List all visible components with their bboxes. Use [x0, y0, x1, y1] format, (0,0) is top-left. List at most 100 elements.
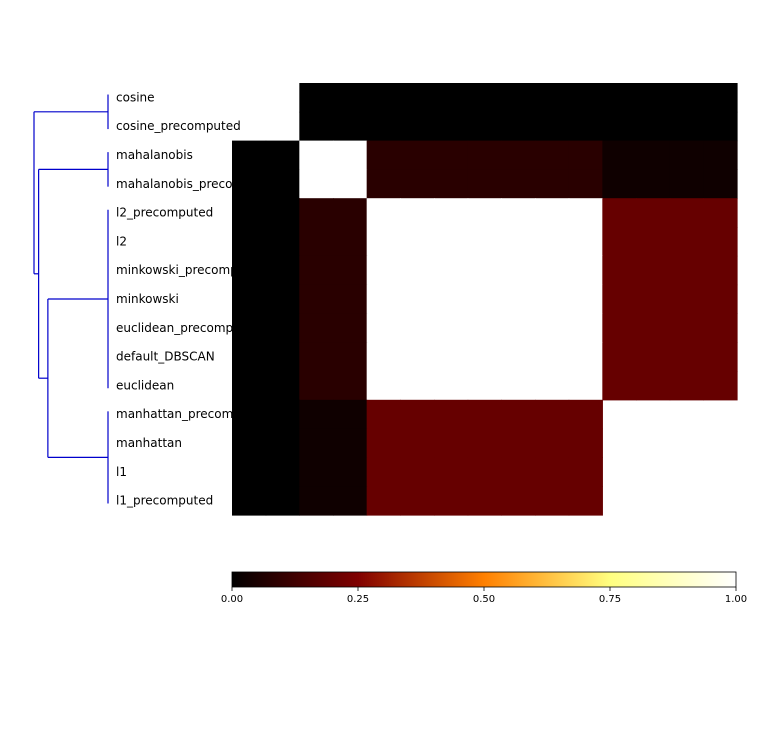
- heatmap-cell: [669, 140, 704, 170]
- heatmap-cell: [400, 399, 435, 430]
- heatmap-cell: [602, 284, 637, 314]
- heatmap-cell: [467, 428, 502, 458]
- heatmap-cell: [602, 342, 637, 372]
- heatmap-cell: [232, 486, 267, 516]
- heatmap-cell: [669, 111, 704, 142]
- heatmap-cell: [602, 111, 637, 142]
- heatmap-cell: [366, 428, 401, 458]
- heatmap-cell: [333, 371, 368, 401]
- heatmap-cell: [299, 313, 334, 343]
- row-label: l1: [116, 465, 127, 479]
- heatmap-cell: [333, 111, 368, 142]
- heatmap-cell: [232, 457, 267, 487]
- heatmap-cell: [366, 111, 401, 142]
- heatmap-cell: [232, 255, 267, 286]
- heatmap-cell: [535, 313, 570, 343]
- heatmap-cell: [232, 313, 267, 343]
- heatmap-cell: [636, 284, 671, 314]
- heatmap-cell: [501, 111, 536, 142]
- heatmap-cell: [299, 342, 334, 372]
- heatmap-cell: [669, 342, 704, 372]
- heatmap-cell: [232, 399, 267, 430]
- heatmap-cell: [400, 313, 435, 343]
- heatmap-cell: [568, 457, 603, 487]
- heatmap-cell: [568, 399, 603, 430]
- heatmap-cell: [602, 255, 637, 286]
- heatmap-cell: [299, 284, 334, 314]
- heatmap-cell: [265, 342, 300, 372]
- heatmap-cell: [467, 399, 502, 430]
- heatmap-cell: [703, 140, 738, 170]
- row-label: euclidean: [116, 378, 174, 392]
- colorbar: 0.00 0.25 0.50 0.75 1.00: [221, 571, 747, 605]
- heatmap-cell: [434, 83, 469, 113]
- heatmap-cell: [568, 428, 603, 458]
- heatmap-cell: [568, 313, 603, 343]
- heatmap-cell: [467, 111, 502, 142]
- row-label: mahalanobis: [116, 148, 193, 162]
- heatmap-cell: [501, 457, 536, 487]
- heatmap-cell: [636, 140, 671, 170]
- heatmap-cell: [400, 486, 435, 516]
- heatmap: [232, 83, 738, 516]
- heatmap-cell: [636, 227, 671, 257]
- heatmap-cell: [299, 140, 334, 170]
- heatmap-cell: [434, 399, 469, 430]
- heatmap-cell: [501, 169, 536, 199]
- heatmap-cell: [703, 83, 738, 113]
- heatmap-cell: [703, 169, 738, 199]
- heatmap-cell: [535, 342, 570, 372]
- heatmap-cell: [232, 284, 267, 314]
- heatmap-cell: [602, 198, 637, 228]
- heatmap-cell: [299, 399, 334, 430]
- heatmap-cell: [434, 169, 469, 199]
- heatmap-cell: [366, 399, 401, 430]
- heatmap-cell: [669, 255, 704, 286]
- heatmap-cell: [299, 198, 334, 228]
- heatmap-cell: [467, 83, 502, 113]
- heatmap-cell: [703, 371, 738, 401]
- heatmap-cell: [265, 284, 300, 314]
- heatmap-cell: [434, 486, 469, 516]
- heatmap-cell: [265, 140, 300, 170]
- heatmap-cell: [602, 371, 637, 401]
- heatmap-cell: [232, 342, 267, 372]
- heatmap-cell: [366, 342, 401, 372]
- heatmap-cell: [467, 169, 502, 199]
- colorbar-tick-label: 0.75: [599, 594, 621, 605]
- heatmap-cell: [467, 255, 502, 286]
- heatmap-cell: [568, 486, 603, 516]
- heatmap-cell: [568, 83, 603, 113]
- heatmap-cell: [602, 140, 637, 170]
- heatmap-cell: [568, 111, 603, 142]
- heatmap-cell: [501, 140, 536, 170]
- heatmap-cell: [535, 284, 570, 314]
- heatmap-cell: [434, 198, 469, 228]
- colorbar-ticks: 0.00 0.25 0.50 0.75 1.00: [221, 587, 747, 605]
- heatmap-cell: [400, 342, 435, 372]
- heatmap-cell: [265, 371, 300, 401]
- heatmap-cell: [400, 83, 435, 113]
- heatmap-cell: [535, 83, 570, 113]
- heatmap-cell: [636, 111, 671, 142]
- heatmap-cell: [299, 111, 334, 142]
- row-label: cosine: [116, 90, 155, 104]
- heatmap-cell: [265, 457, 300, 487]
- heatmap-cell: [299, 169, 334, 199]
- heatmap-cell: [467, 227, 502, 257]
- heatmap-cell: [535, 169, 570, 199]
- heatmap-cell: [703, 313, 738, 343]
- heatmap-cell: [400, 255, 435, 286]
- row-label: l1_precomputed: [116, 494, 213, 508]
- heatmap-cell: [467, 457, 502, 487]
- heatmap-cell: [535, 255, 570, 286]
- heatmap-cell: [636, 169, 671, 199]
- heatmap-cell: [232, 371, 267, 401]
- heatmap-cell: [333, 313, 368, 343]
- heatmap-cell: [501, 313, 536, 343]
- heatmap-cell: [501, 486, 536, 516]
- heatmap-cell: [400, 140, 435, 170]
- heatmap-cell: [299, 371, 334, 401]
